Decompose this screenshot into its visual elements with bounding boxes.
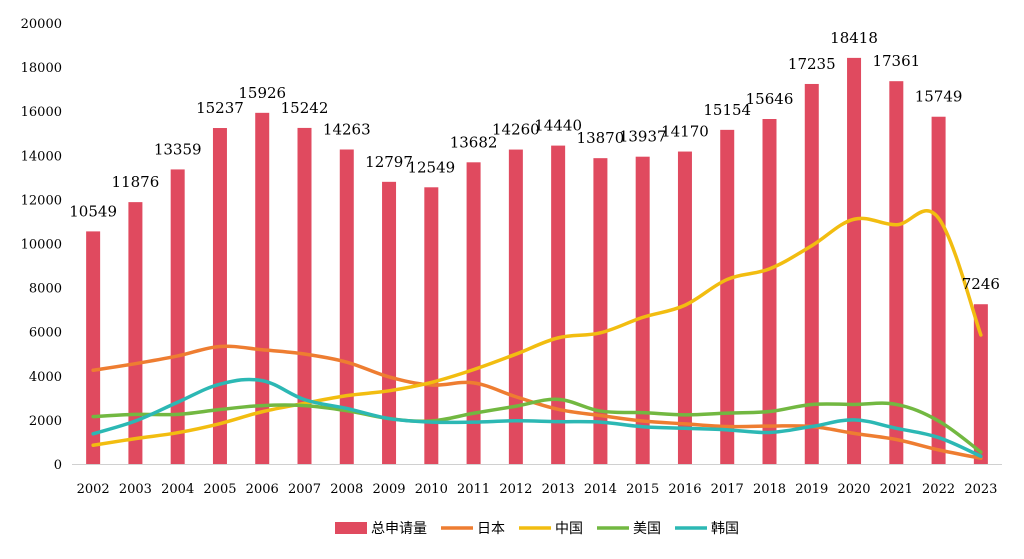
bar xyxy=(297,127,312,464)
y-tick-label: 0 xyxy=(54,458,62,473)
bar-data-label: 15926 xyxy=(238,84,286,102)
bar-data-label: 13359 xyxy=(154,140,202,158)
bar xyxy=(635,156,650,464)
legend-item[interactable]: 日本 xyxy=(441,521,505,537)
x-tick-label: 2013 xyxy=(542,482,575,497)
bar xyxy=(931,116,946,464)
bar-data-label: 10549 xyxy=(69,202,117,220)
y-tick-label: 10000 xyxy=(21,238,62,253)
line-series-2 xyxy=(91,397,983,454)
bar-series xyxy=(86,57,988,465)
bar-data-label: 14263 xyxy=(323,121,371,139)
bar-data-label: 11876 xyxy=(112,173,160,191)
bar xyxy=(720,129,735,464)
x-tick-label: 2010 xyxy=(415,482,448,497)
x-tick-label: 2002 xyxy=(77,482,110,497)
legend-bar-swatch xyxy=(335,522,367,534)
x-tick-label: 2006 xyxy=(246,482,279,497)
x-tick-label: 2007 xyxy=(288,482,321,497)
x-tick-label: 2017 xyxy=(711,482,744,497)
x-tick-label: 2009 xyxy=(372,482,405,497)
bar xyxy=(762,119,777,464)
x-tick-label: 2004 xyxy=(161,482,194,497)
legend-label: 中国 xyxy=(555,521,583,537)
x-tick-label: 2021 xyxy=(880,482,913,497)
y-tick-label: 20000 xyxy=(21,17,62,32)
x-tick-label: 2011 xyxy=(457,482,490,497)
y-tick-label: 8000 xyxy=(29,282,62,297)
bar-data-label: 7246 xyxy=(962,275,1000,293)
bar-data-label: 14260 xyxy=(492,121,540,139)
x-tick-label: 2018 xyxy=(753,482,786,497)
bar xyxy=(847,57,862,465)
bar xyxy=(339,149,354,464)
bar-data-label: 12797 xyxy=(365,153,413,171)
bar xyxy=(128,202,143,464)
x-axis-ticks: 2002 2003 2004 2005 2006 2007 2008 2009 2010 2011… xyxy=(77,482,998,497)
bar-data-label: 12549 xyxy=(407,158,455,176)
bar-data-label: 14440 xyxy=(534,117,582,135)
legend-label: 总申请量 xyxy=(371,521,427,537)
bar xyxy=(889,81,904,465)
bar-data-label: 17235 xyxy=(788,55,836,73)
y-tick-label: 18000 xyxy=(21,61,62,76)
legend-label: 美国 xyxy=(633,521,661,537)
x-tick-label: 2012 xyxy=(499,482,532,497)
bar-data-label: 15646 xyxy=(746,90,794,108)
bar xyxy=(551,145,566,464)
bar-data-label: 13937 xyxy=(619,128,667,146)
line-series-3 xyxy=(91,377,983,459)
y-tick-label: 12000 xyxy=(21,193,62,208)
bar xyxy=(255,112,270,465)
x-tick-label: 2014 xyxy=(584,482,617,497)
bar xyxy=(593,158,608,464)
bar-data-label: 13682 xyxy=(450,133,498,151)
x-tick-label: 2003 xyxy=(119,482,152,497)
legend-item[interactable]: 韩国 xyxy=(675,521,739,537)
bar-data-label: 15749 xyxy=(915,88,963,106)
x-tick-label: 2008 xyxy=(330,482,363,497)
bar xyxy=(466,162,481,465)
bar-data-label: 15242 xyxy=(281,99,329,117)
y-tick-label: 4000 xyxy=(29,370,62,385)
bar-data-label: 15154 xyxy=(703,101,751,119)
legend-label: 韩国 xyxy=(711,521,739,537)
legend-label: 日本 xyxy=(477,521,505,537)
bar xyxy=(973,304,988,464)
legend[interactable]: 总申请量 日本 中国 美国 韩国 xyxy=(335,521,739,537)
x-tick-label: 2019 xyxy=(795,482,828,497)
bar xyxy=(424,187,439,464)
bar-data-label: 17361 xyxy=(872,52,920,70)
bar xyxy=(804,83,819,464)
y-tick-label: 6000 xyxy=(29,326,62,341)
line-series-1 xyxy=(91,209,983,448)
line-series-group xyxy=(91,209,983,461)
x-tick-label: 2022 xyxy=(922,482,955,497)
x-tick-label: 2015 xyxy=(626,482,659,497)
legend-item[interactable]: 总申请量 xyxy=(335,521,427,537)
legend-item[interactable]: 中国 xyxy=(519,521,583,537)
y-axis-ticks: 0 2000 4000 6000 8000 10000 12000 14000 16000 180… xyxy=(21,17,62,473)
bar-data-label: 15237 xyxy=(196,99,244,117)
bar xyxy=(212,128,227,464)
bar xyxy=(170,169,185,464)
bar-data-label: 18418 xyxy=(830,29,878,47)
x-tick-label: 2020 xyxy=(837,482,870,497)
bar-data-label: 13870 xyxy=(577,129,625,147)
y-tick-label: 2000 xyxy=(29,414,62,429)
bar xyxy=(508,149,523,464)
bar xyxy=(677,151,692,464)
line-series-0 xyxy=(91,344,983,461)
x-tick-label: 2005 xyxy=(203,482,236,497)
legend-item[interactable]: 美国 xyxy=(597,521,661,537)
y-tick-label: 16000 xyxy=(21,105,62,120)
bar-data-label: 14170 xyxy=(661,123,709,141)
x-tick-label: 2016 xyxy=(668,482,701,497)
x-tick-label: 2023 xyxy=(964,482,997,497)
bar xyxy=(382,181,397,464)
bar xyxy=(86,231,101,464)
y-tick-label: 14000 xyxy=(21,149,62,164)
